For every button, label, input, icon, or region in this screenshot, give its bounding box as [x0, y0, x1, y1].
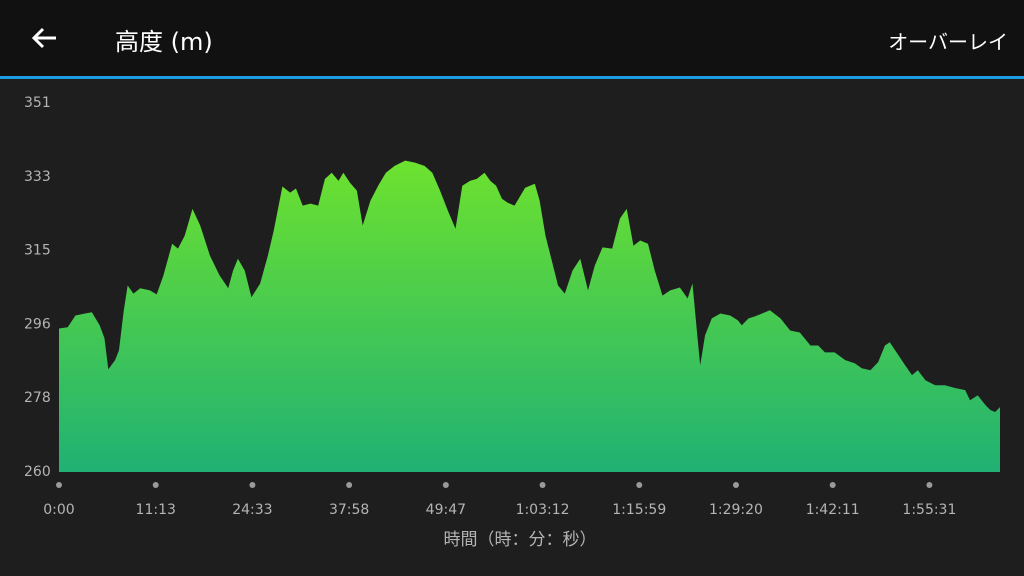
x-tick-dot [152, 482, 159, 488]
x-axis-title: 時間（時：分：秒） [444, 530, 597, 550]
x-tick-dot [636, 482, 643, 488]
x-tick-label: 1:55:31 [902, 502, 956, 518]
elevation-area [59, 160, 1000, 472]
y-tick-label: 333 [24, 169, 51, 185]
x-tick-label: 1:42:11 [806, 502, 860, 518]
x-tick-dot [249, 482, 256, 488]
x-tick-label: 1:29:20 [709, 502, 763, 518]
x-tick-dot [539, 482, 546, 488]
x-tick-dot [829, 482, 836, 488]
y-tick-label: 296 [24, 316, 51, 332]
back-button[interactable] [30, 26, 58, 50]
y-tick-label: 278 [24, 390, 51, 406]
x-tick-label: 1:03:12 [516, 502, 570, 518]
y-tick-label: 351 [24, 95, 51, 111]
x-tick-dot [926, 482, 933, 488]
chart: 時間（時：分：秒） 260 278 296 315 333 351 0:00 11:13 24:… [24, 95, 1000, 550]
x-tick-label: 11:13 [136, 502, 176, 518]
divider [0, 76, 1024, 79]
x-tick-label: 24:33 [232, 502, 272, 518]
y-tick-label: 315 [24, 243, 51, 259]
x-tick-dot [56, 482, 62, 488]
app-bar: 高度 (m) オーバーレイ [0, 0, 1024, 79]
y-tick-label: 260 [24, 464, 51, 480]
x-tick-dot [732, 482, 739, 488]
x-tick-dot [442, 482, 449, 488]
x-tick-dot [346, 482, 353, 488]
screen-title: 高度 (m) [115, 28, 213, 56]
x-tick-label: 1:15:59 [612, 502, 666, 518]
x-tick-label: 0:00 [43, 502, 74, 518]
x-tick-label: 49:47 [426, 502, 466, 518]
overlay-button[interactable]: オーバーレイ [888, 30, 1008, 54]
x-tick-label: 37:58 [329, 502, 369, 518]
